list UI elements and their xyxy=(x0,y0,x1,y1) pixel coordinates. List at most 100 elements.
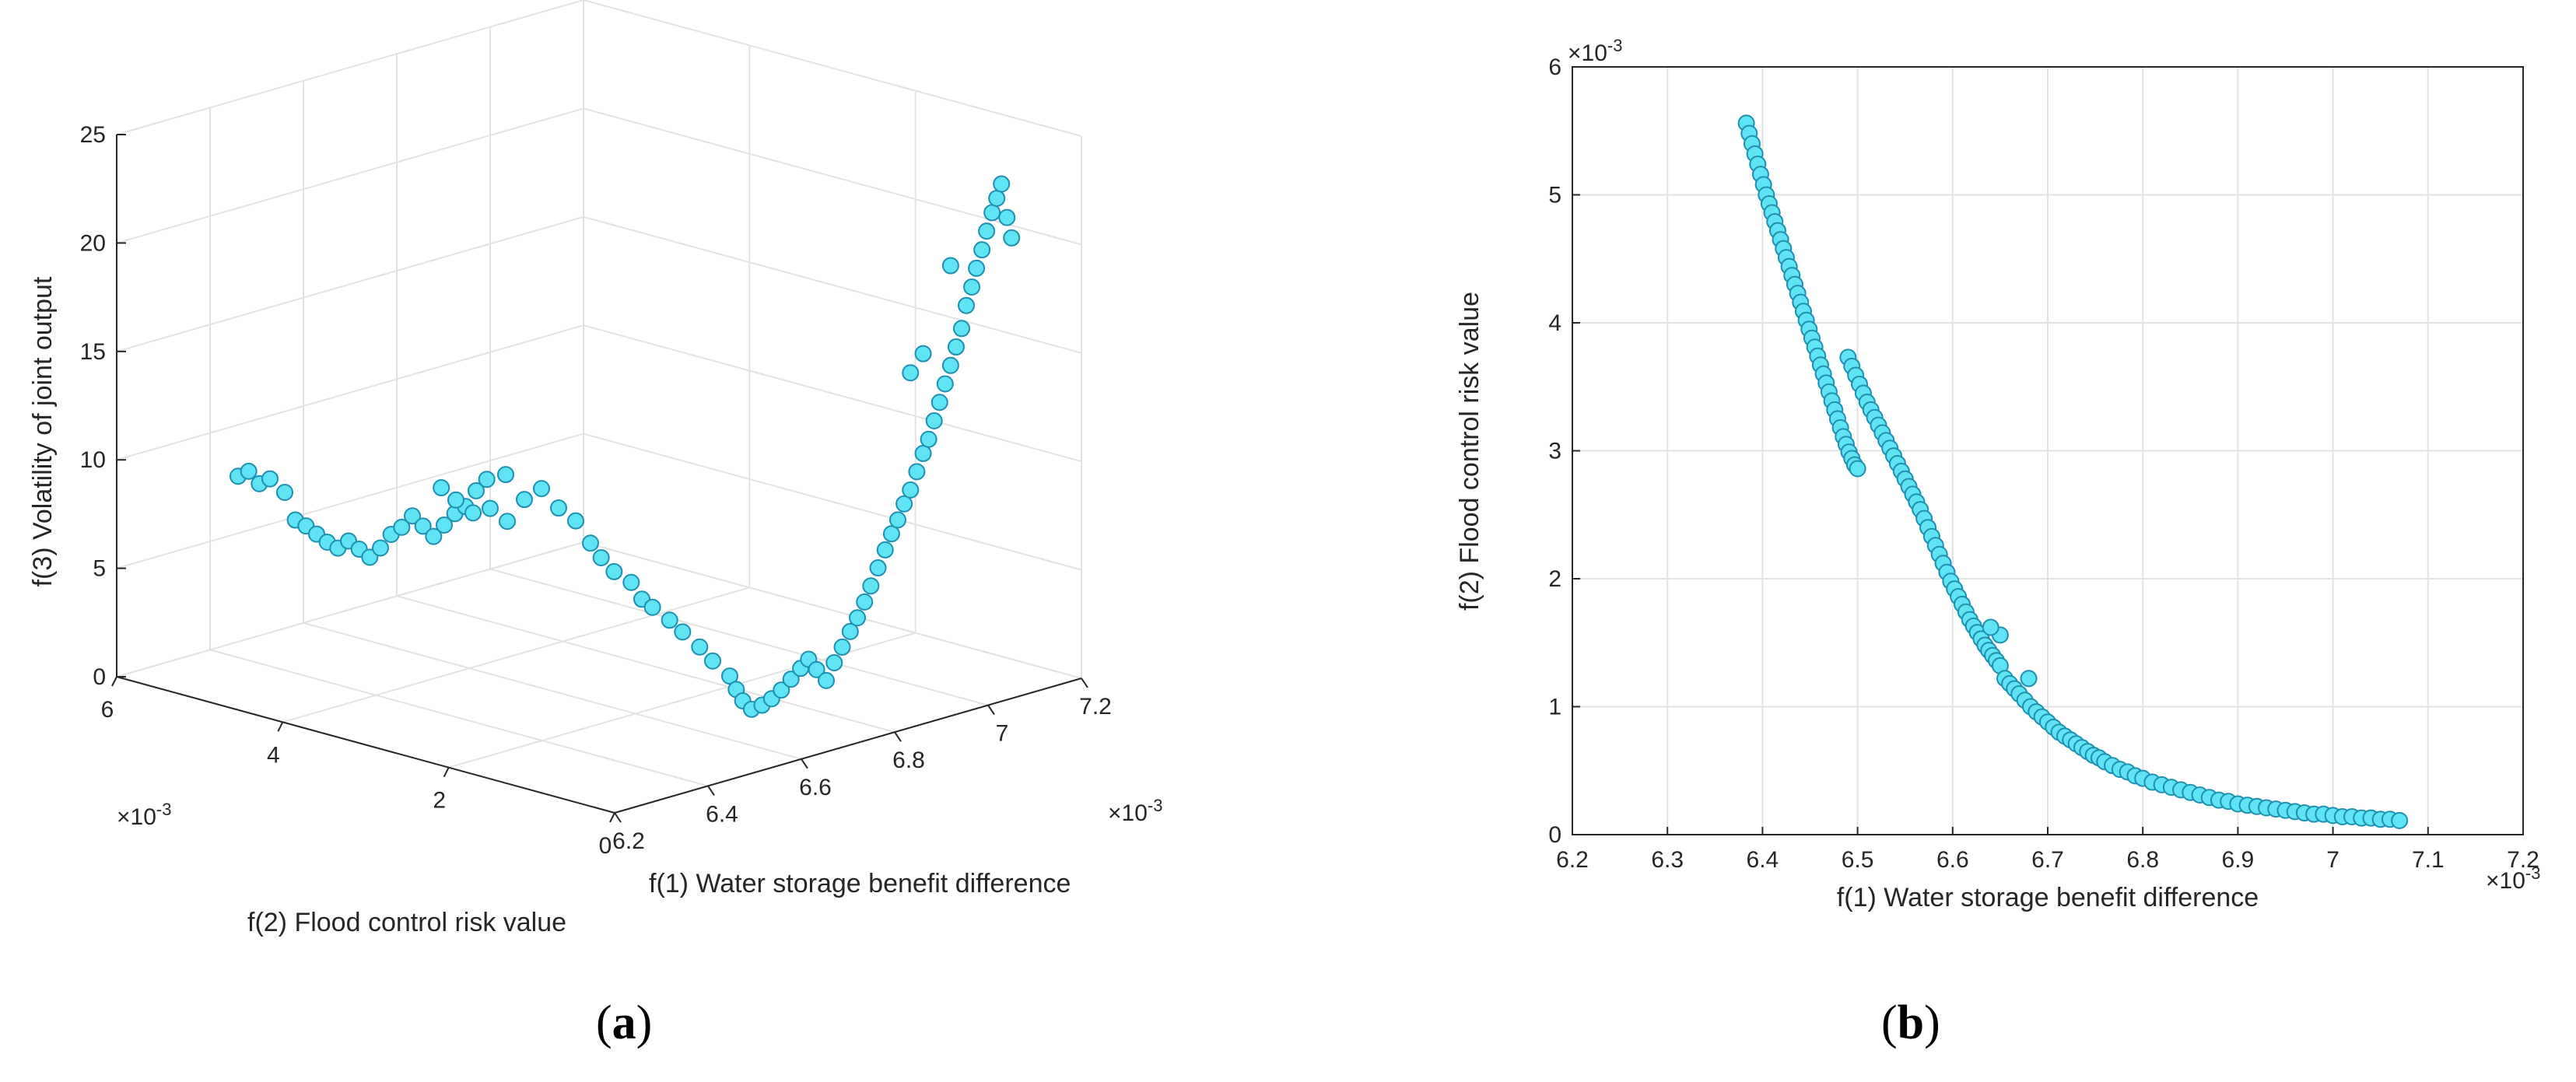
panel-a-x-tick-mark xyxy=(1081,678,1088,688)
panel-b-y-tick-label: 0 xyxy=(1548,822,1561,848)
panel-a-data-point xyxy=(436,516,453,534)
panel-a-data-point xyxy=(773,681,790,699)
panel-a-data-point xyxy=(691,638,709,656)
panel-a-y-tick-label: 2 xyxy=(433,788,446,814)
panel-a-x-exponent: ×10-3 xyxy=(1108,796,1162,826)
panel-a-data-point xyxy=(605,562,623,580)
panel-a-y-tick-mark xyxy=(609,812,615,823)
panel-a-data-point xyxy=(674,623,692,641)
panel-a-y-tick-label: 6 xyxy=(101,697,114,723)
panel-a-sidewall-z-gridline xyxy=(583,432,1082,571)
panel-a-x-axis-label: f(1) Water storage benefit difference xyxy=(649,869,1071,898)
panel-a-floor-x-gridline xyxy=(303,622,802,760)
panel-a-data-point xyxy=(261,470,279,488)
panel-a-data-point xyxy=(925,412,943,430)
panel-a-floor-x-gridline xyxy=(489,568,989,706)
panel-a-y-exponent: ×10-3 xyxy=(117,800,171,830)
panel-a-x-tick-label: 7.2 xyxy=(1079,694,1112,720)
panel-a-z-tick-label: 15 xyxy=(80,339,106,365)
panel-a-y-tick-mark xyxy=(277,721,284,732)
panel-b-y-axis-label: f(2) Flood control risk value xyxy=(1455,292,1484,611)
panel-a-data-point xyxy=(704,652,721,670)
panel-b-x-tick-label: 6.3 xyxy=(1651,847,1684,873)
panel-a-data-point xyxy=(856,593,874,611)
panel-a-x-tick-label: 6.2 xyxy=(612,828,645,854)
panel-b-x-exponent: ×10-3 xyxy=(2486,863,2540,894)
panel-a-data-point xyxy=(808,660,825,678)
panel-a-data-point xyxy=(978,222,996,240)
panel-a-chart: 6.2 6.4 6.6 6.8 7 7.2 0 2 4 6 0 5 10 15 20 25 f(3) Vola… xyxy=(28,0,1162,937)
panel-a-data-point xyxy=(497,466,514,484)
panel-b-y-exponent: ×10-3 xyxy=(1568,36,1622,66)
panel-a-x-tick-mark xyxy=(894,731,902,742)
panel-a-data-point xyxy=(973,241,991,259)
panel-a-z-tick-label: 20 xyxy=(80,230,106,256)
panel-a-z-tick-label: 0 xyxy=(93,664,106,690)
panel-a-data-point xyxy=(361,548,379,566)
panel-b-x-tick-label: 6.2 xyxy=(1556,847,1589,873)
panel-a-data-point xyxy=(582,534,599,552)
panel-a-data-point xyxy=(958,296,975,314)
panel-b-y-tick-label: 5 xyxy=(1548,183,1561,208)
panel-a-caption: (a) xyxy=(596,996,652,1049)
panel-a-floor-x-gridline xyxy=(209,649,709,787)
panel-a-x-tick-label: 6.8 xyxy=(892,748,925,773)
panel-a-floor-x-gridline xyxy=(396,595,895,734)
panel-a-data-point xyxy=(998,208,1016,226)
panel-a-data-point xyxy=(721,667,738,685)
panel-a-data-point xyxy=(499,513,516,530)
panel-a-z-axis-label: f(3) Volatility of joint output xyxy=(28,276,58,587)
panel-a-backwall-z-gridline xyxy=(116,324,584,461)
panel-a-y-tick-mark xyxy=(443,767,450,778)
panel-b-x-tick-label: 6.4 xyxy=(1747,847,1779,873)
panel-a-sidewall-z-gridline xyxy=(583,324,1082,463)
panel-b-y-tick-label: 2 xyxy=(1548,566,1561,592)
panel-a-data-point xyxy=(941,257,959,275)
panel-b-data-point xyxy=(1849,460,1866,478)
panel-a-x-tick-label: 6.6 xyxy=(799,775,832,800)
panel-a-data-point xyxy=(825,653,843,671)
panel-a-data-point xyxy=(908,463,926,481)
panel-a-backwall-z-gridline xyxy=(116,215,584,352)
panel-a-data-point xyxy=(953,320,970,338)
panel-a-data-point xyxy=(902,364,920,382)
panel-a-backwall-z-gridline xyxy=(116,432,584,569)
panel-a-backwall-z-gridline xyxy=(116,541,584,678)
panel-a-data-point xyxy=(468,481,485,499)
panel-a-x-tick-mark xyxy=(614,812,622,823)
panel-b-x-axis-label: f(1) Water storage benefit difference xyxy=(1837,883,2259,912)
panel-a-x-tick-label: 6.4 xyxy=(706,801,738,827)
panel-a-data-point xyxy=(533,480,550,498)
panel-a-y-axis-line xyxy=(116,676,615,814)
panel-a-data-point xyxy=(393,518,411,536)
panel-a-data-point xyxy=(833,638,851,656)
panel-b-ticks: 6.2 6.3 6.4 6.5 6.6 6.7 6.8 6.9 7 7.1 7.2 0 1 2 3 4 5 6 xyxy=(1548,54,2539,873)
panel-b-caption: (b) xyxy=(1881,996,1940,1049)
panel-a-z-tick-label: 10 xyxy=(80,447,106,473)
panel-b-x-tick-label: 7.2 xyxy=(2507,847,2539,873)
panel-a-data-point xyxy=(993,175,1011,193)
panel-a-z-tick-label: 25 xyxy=(80,122,106,148)
panel-a-data-point xyxy=(936,375,954,393)
panel-a-data-point xyxy=(464,504,482,522)
panel-a-backwall-z-gridline xyxy=(116,107,584,244)
panel-a-data-point xyxy=(622,573,640,591)
panel-a-data-point xyxy=(818,671,835,689)
panel-b-x-tick-label: 7 xyxy=(2326,847,2339,873)
panel-a-sidewall-z-gridline xyxy=(583,541,1082,679)
panel-a-backwall-z-gridline xyxy=(116,0,584,135)
panel-a-x-tick-mark xyxy=(801,758,808,769)
panel-b-x-tick-label: 6.9 xyxy=(2222,847,2255,873)
panel-a-ticks: 6.2 6.4 6.6 6.8 7 7.2 0 2 4 6 0 5 10 15 20 25 xyxy=(80,122,1112,859)
panel-a-sidewall-z-gridline xyxy=(583,0,1082,137)
panel-a-data-point xyxy=(516,491,533,509)
panel-a-data-point xyxy=(947,338,965,356)
panel-b-x-tick-label: 6.7 xyxy=(2031,847,2064,873)
panel-a-y-tick-mark xyxy=(111,676,117,687)
panel-a-data-point xyxy=(849,609,866,627)
panel-a-z-tick-label: 5 xyxy=(93,556,106,582)
panel-b-chart: 6.2 6.3 6.4 6.5 6.6 6.7 6.8 6.9 7 7.1 7.2 0 1 2 3 4 5 6 f… xyxy=(1455,36,2540,912)
panel-a-data-point xyxy=(914,444,932,462)
panel-a-y-axis-label: f(2) Flood control risk value xyxy=(247,908,566,937)
panel-a-data-point xyxy=(902,481,920,499)
